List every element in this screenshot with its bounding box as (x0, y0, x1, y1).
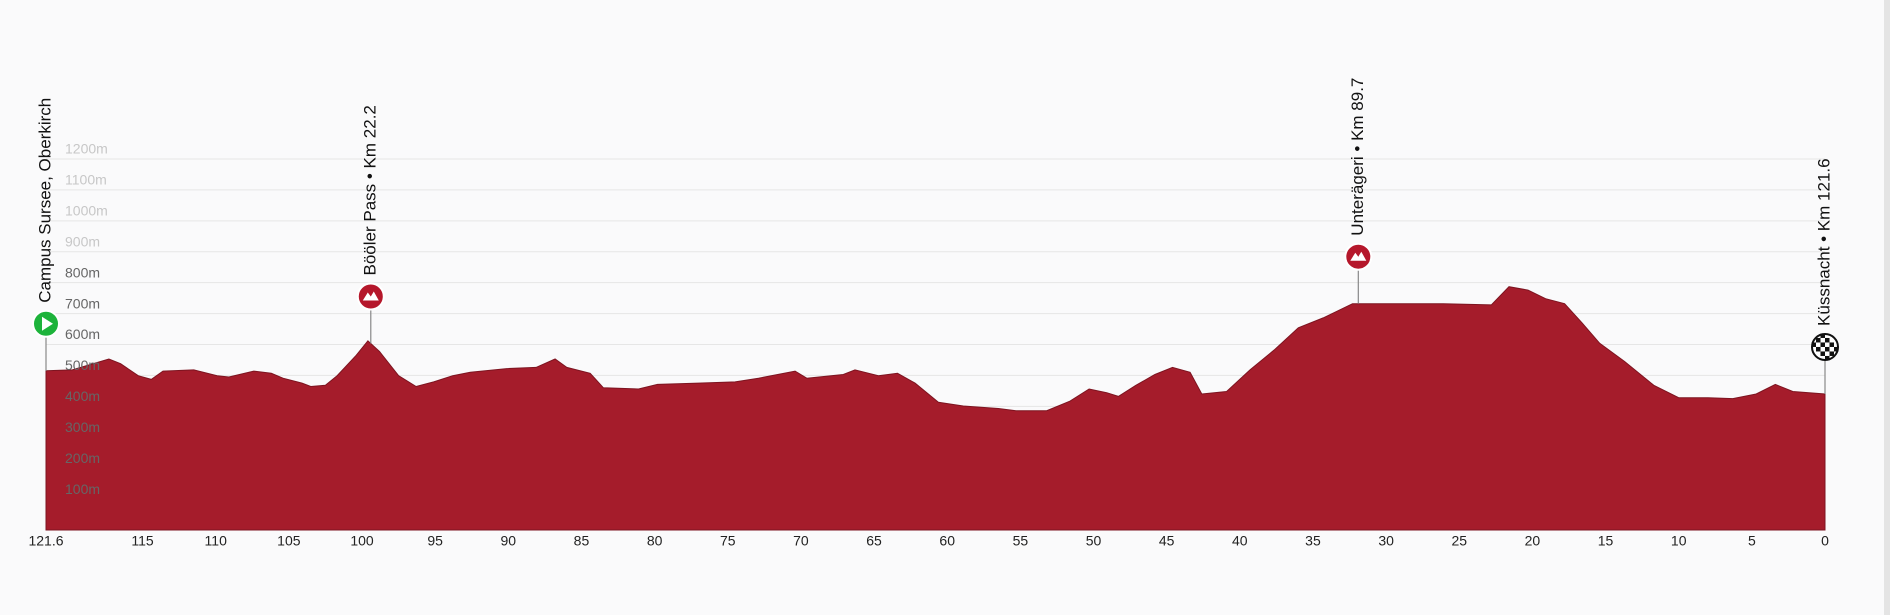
x-tick-label: 85 (574, 533, 590, 549)
finish-check (1816, 346, 1821, 352)
finish-check (1825, 355, 1830, 361)
x-tick-label: 121.6 (28, 533, 63, 549)
x-tick-label: 60 (939, 533, 955, 549)
finish-check (1820, 333, 1825, 338)
finish-check (1816, 337, 1821, 343)
finish-check (1829, 342, 1834, 347)
x-tick-label: 65 (866, 533, 882, 549)
y-tick-label: 700m (65, 295, 100, 311)
y-tick-label: 300m (65, 419, 100, 435)
y-tick-label: 1100m (65, 172, 107, 188)
waypoint-label: Unterägeri • Km 89.7 (1348, 78, 1367, 236)
x-tick-label: 30 (1378, 533, 1394, 549)
x-tick-label: 35 (1305, 533, 1321, 549)
climb-mountain (1350, 251, 1367, 261)
finish-check (1820, 351, 1825, 356)
y-tick-label: 400m (65, 388, 100, 404)
y-tick-label: 800m (65, 264, 100, 280)
x-tick-label: 0 (1821, 533, 1829, 549)
waypoint-label: Küssnacht • Km 121.6 (1814, 158, 1833, 326)
scrollbar (1884, 0, 1890, 615)
y-tick-label: 200m (65, 450, 100, 466)
x-tick-label: 5 (1748, 533, 1756, 549)
waypoint: Bööler Pass • Km 22.2 (356, 105, 385, 344)
finish-check (1825, 346, 1830, 352)
finish-check (1825, 337, 1830, 343)
waypoint: Campus Sursee, Oberkirch (32, 98, 60, 371)
x-tick-label: 80 (647, 533, 663, 549)
x-tick-label: 95 (427, 533, 443, 549)
finish-check (1820, 342, 1825, 347)
x-tick-label: 40 (1232, 533, 1248, 549)
x-tick-label: 55 (1013, 533, 1029, 549)
x-tick-label: 90 (501, 533, 517, 549)
x-tick-label: 115 (131, 533, 154, 549)
x-tick-label: 10 (1671, 533, 1687, 549)
x-tick-label: 45 (1159, 533, 1175, 549)
x-tick-label: 50 (1086, 533, 1102, 549)
y-tick-label: 900m (65, 233, 100, 249)
elevation-area (45, 286, 1826, 531)
waypoint-label: Campus Sursee, Oberkirch (35, 98, 54, 303)
y-tick-label: 1000m (65, 203, 108, 219)
x-tick-label: 70 (793, 533, 809, 549)
y-tick-label: 1200m (65, 141, 108, 157)
x-tick-label: 25 (1451, 533, 1467, 549)
x-tick-label: 75 (720, 533, 736, 549)
waypoint: Unterägeri • Km 89.7 (1344, 78, 1373, 304)
finish-check (1829, 351, 1834, 356)
x-tick-label: 100 (350, 533, 374, 549)
finish-check (1834, 346, 1839, 352)
y-tick-label: 500m (65, 357, 100, 373)
x-tick-label: 15 (1598, 533, 1614, 549)
x-tick-label: 20 (1525, 533, 1541, 549)
climb-mountain (362, 291, 379, 301)
waypoint-label: Bööler Pass • Km 22.2 (360, 105, 379, 275)
x-tick-label: 110 (205, 533, 228, 549)
waypoint: Küssnacht • Km 121.6 (1811, 158, 1839, 394)
y-tick-label: 100m (65, 481, 100, 497)
x-tick-label: 105 (277, 533, 301, 549)
start-arrow (42, 316, 53, 331)
finish-check (1811, 342, 1816, 347)
y-tick-label: 600m (65, 326, 100, 342)
